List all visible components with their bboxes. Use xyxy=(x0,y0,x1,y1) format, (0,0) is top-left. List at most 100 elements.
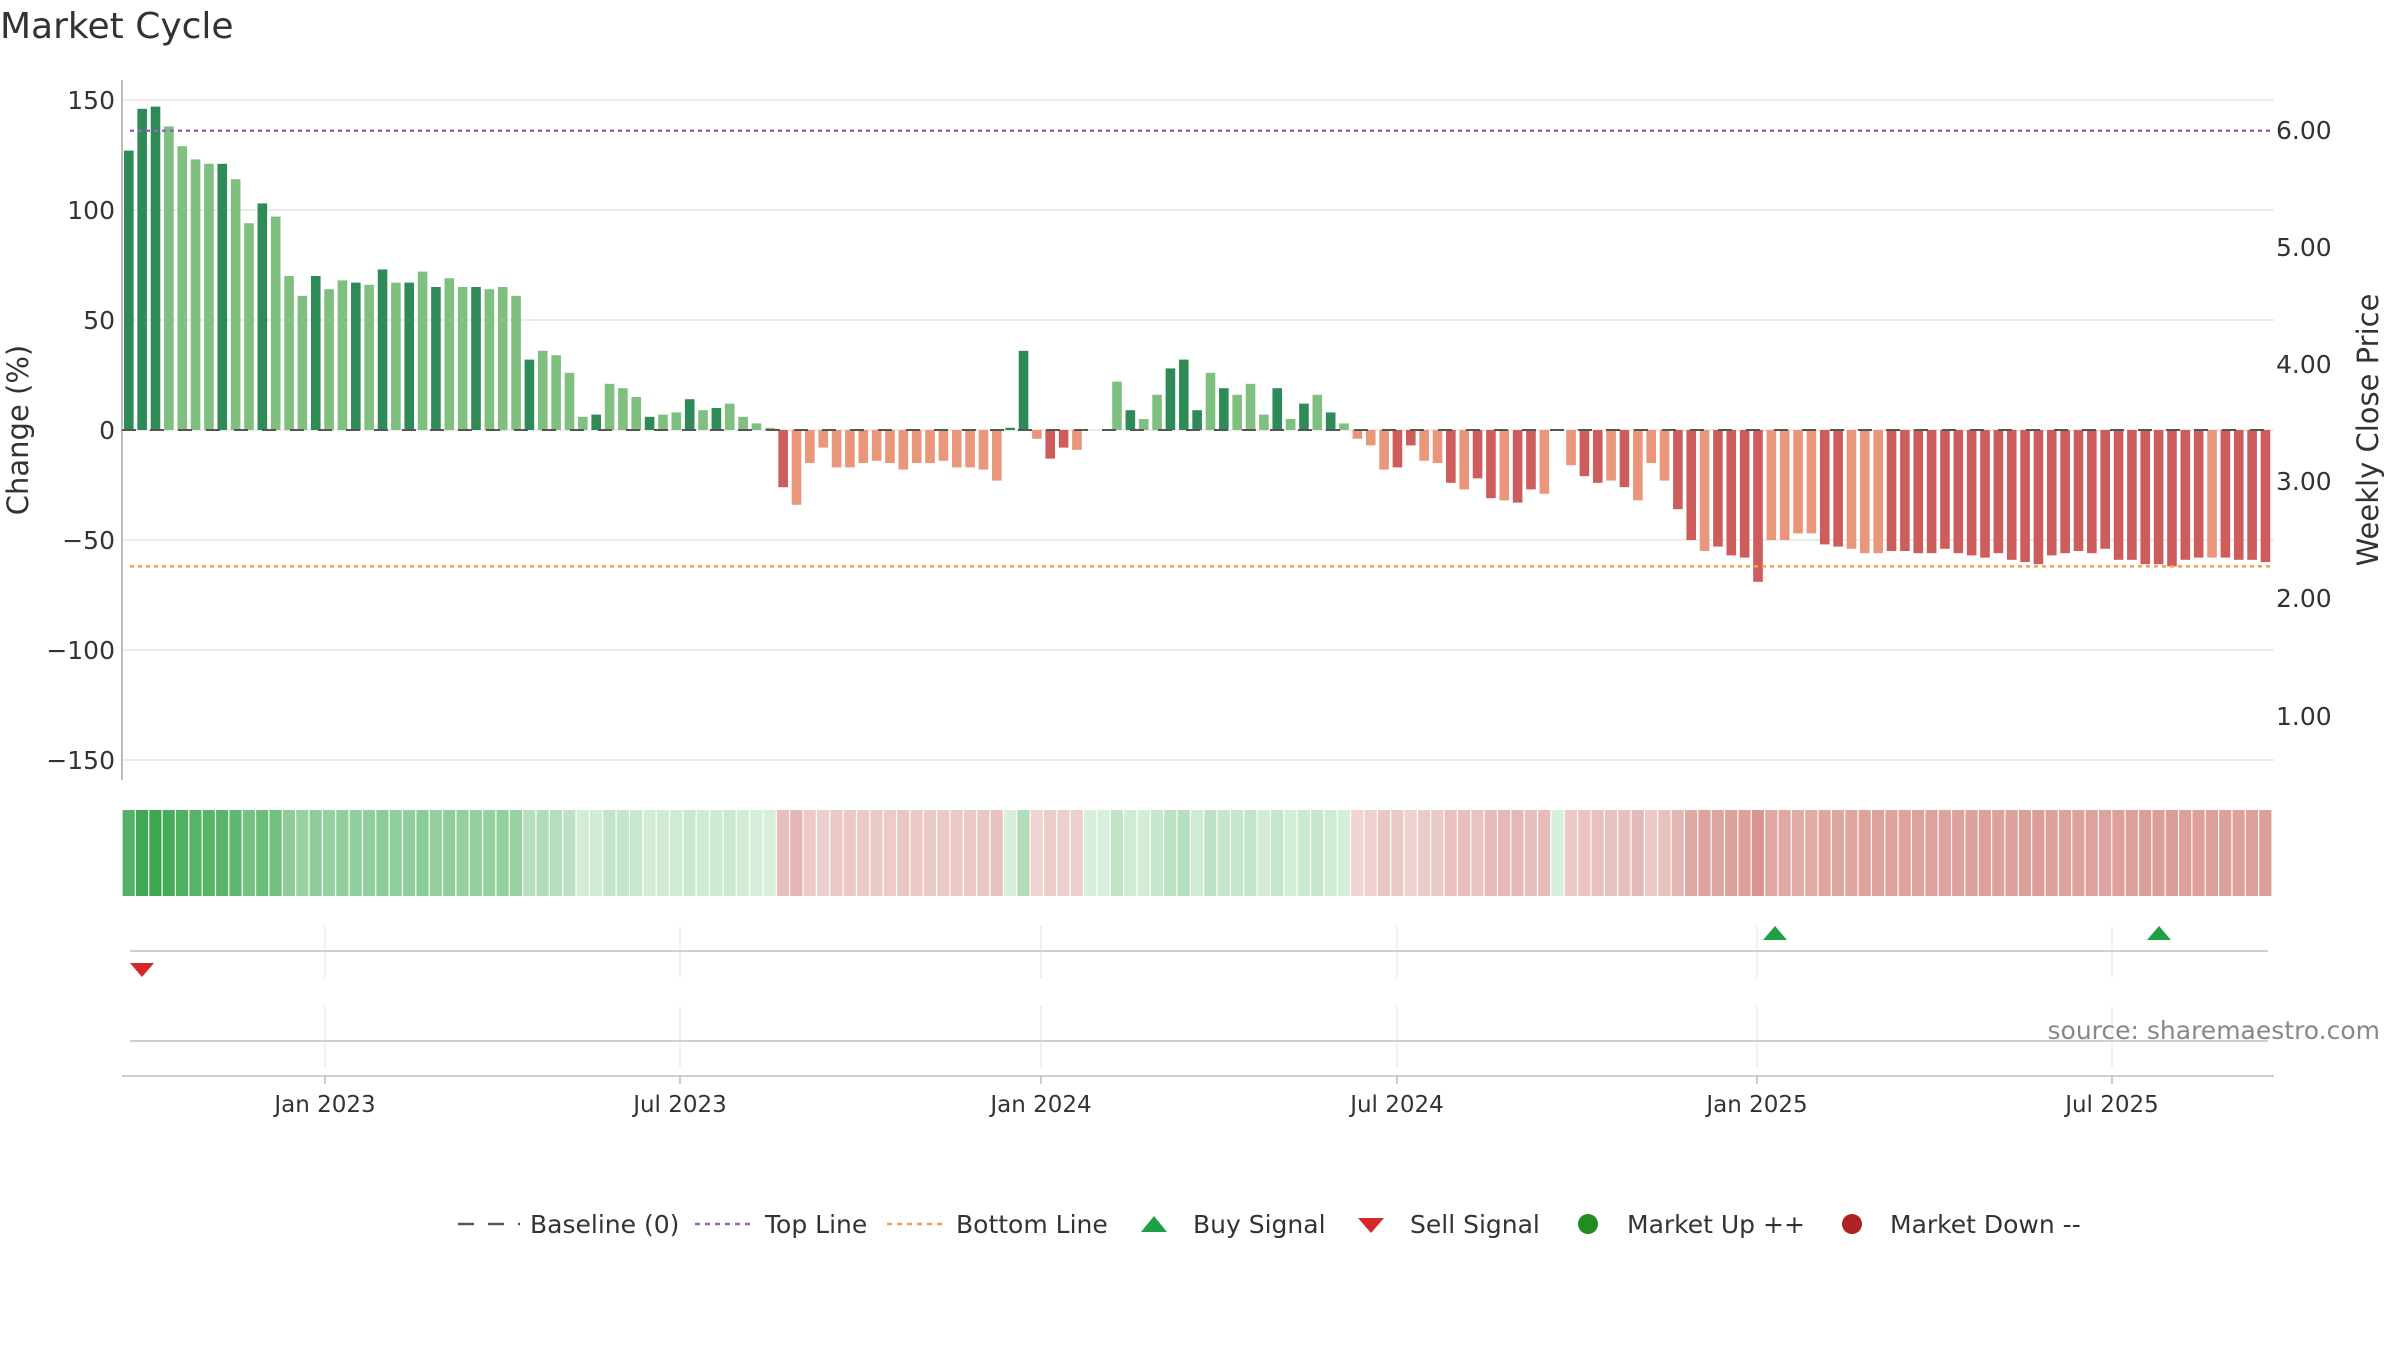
y2-tick-label: 3.00 xyxy=(2276,467,2332,496)
change-bar xyxy=(1766,430,1777,540)
x-tick-label: Jan 2023 xyxy=(272,1092,375,1118)
change-bar xyxy=(2167,430,2177,567)
cycle-cell xyxy=(1925,810,1938,896)
change-bars xyxy=(124,106,2271,582)
change-bar xyxy=(818,430,829,448)
cycle-cell xyxy=(923,810,936,896)
change-bar xyxy=(457,287,468,430)
cycle-cell xyxy=(1551,810,1564,896)
change-bar xyxy=(2100,430,2111,549)
cycle-cell xyxy=(1938,810,1951,896)
cycle-cell xyxy=(1097,810,1110,896)
change-bar xyxy=(2060,430,2070,554)
cycle-cell xyxy=(576,810,589,896)
change-bar xyxy=(1219,388,1229,430)
change-bar xyxy=(1726,430,1737,556)
change-bar xyxy=(738,416,748,430)
cycle-cell xyxy=(1698,810,1711,896)
change-bar xyxy=(1753,430,1763,582)
cycle-cell xyxy=(2018,810,2032,896)
change-bar xyxy=(351,282,361,430)
change-bar xyxy=(631,397,642,430)
change-bar xyxy=(164,126,174,431)
change-bar xyxy=(711,408,722,430)
change-bar xyxy=(1659,430,1670,481)
legend-label: Baseline (0) xyxy=(530,1210,679,1239)
cycle-cell xyxy=(1150,810,1164,896)
change-bar xyxy=(1245,383,1256,430)
cycle-cell xyxy=(1511,810,1524,896)
change-bar xyxy=(1446,430,1456,483)
change-bar xyxy=(284,276,294,430)
change-bar xyxy=(644,416,655,430)
change-bar xyxy=(417,271,428,430)
cycle-cell xyxy=(1498,810,1511,896)
cycle-cell xyxy=(229,810,242,896)
change-bar xyxy=(404,282,415,430)
cycle-cell xyxy=(1017,810,1030,896)
change-bar xyxy=(1432,430,1443,463)
legend-label: Buy Signal xyxy=(1193,1210,1326,1239)
legend-buy-swatch xyxy=(1141,1216,1167,1232)
change-bar xyxy=(124,150,134,430)
change-bar xyxy=(1005,427,1015,430)
change-bar xyxy=(2073,430,2084,551)
cycle-cell xyxy=(723,810,736,896)
change-bar xyxy=(1606,430,1616,481)
cycle-cell xyxy=(1538,810,1551,896)
cycle-cell xyxy=(336,810,349,896)
change-bar xyxy=(858,430,869,463)
reference-lines xyxy=(122,129,2274,568)
change-bar xyxy=(1619,430,1630,488)
cycle-strip xyxy=(122,810,2272,896)
cycle-cell xyxy=(630,810,643,896)
change-bar xyxy=(177,146,188,430)
cycle-cell xyxy=(950,810,963,896)
cycle-cell xyxy=(963,810,977,896)
change-bar xyxy=(1539,430,1550,494)
cycle-cell xyxy=(750,810,763,896)
change-bar xyxy=(698,410,708,430)
cycle-cell xyxy=(162,810,175,896)
change-bar xyxy=(2046,430,2057,556)
cycle-cell xyxy=(1351,810,1364,896)
cycle-cell xyxy=(1271,810,1284,896)
x-axis: Jan 2023 Jul 2023 Jan 2024 Jul 2024 Jan 2025… xyxy=(122,1075,2274,1118)
cycle-cell xyxy=(1177,810,1190,896)
y2-tick-label: 1.00 xyxy=(2276,702,2332,731)
cycle-cell xyxy=(1818,810,1831,896)
change-bar xyxy=(618,388,628,430)
y-tick-label: 150 xyxy=(67,86,115,115)
cycle-cell xyxy=(1070,810,1083,896)
cycle-cell xyxy=(1311,810,1324,896)
change-bar xyxy=(604,383,615,430)
legend-market-down-swatch xyxy=(1842,1214,1862,1234)
cycle-cell xyxy=(389,810,402,896)
cycle-cell xyxy=(1871,810,1885,896)
cycle-cell xyxy=(1725,810,1738,896)
cycle-cell xyxy=(296,810,309,896)
y2-tick-label: 2.00 xyxy=(2276,584,2332,613)
change-bar xyxy=(1339,423,1349,430)
cycle-cell xyxy=(870,810,883,896)
change-bar xyxy=(1526,430,1536,490)
cycle-cell xyxy=(1524,810,1537,896)
cycle-cell xyxy=(1204,810,1217,896)
cycle-cell xyxy=(1484,810,1497,896)
x-tick-label: Jan 2025 xyxy=(1704,1092,1807,1118)
cycle-cell xyxy=(1644,810,1658,896)
cycle-cell xyxy=(776,810,790,896)
cycle-cell xyxy=(1978,810,1991,896)
change-bar xyxy=(591,414,601,430)
cycle-cell xyxy=(1778,810,1791,896)
cycle-cell xyxy=(176,810,189,896)
cycle-cell xyxy=(2072,810,2085,896)
change-bar xyxy=(1686,430,1697,540)
cycle-cell xyxy=(403,810,416,896)
change-bar xyxy=(2020,430,2030,562)
change-bar xyxy=(1499,430,1510,501)
change-bar xyxy=(1032,430,1042,439)
y-tick-label: 0 xyxy=(99,416,115,445)
y-axis-label: Change (%) xyxy=(1,345,35,515)
